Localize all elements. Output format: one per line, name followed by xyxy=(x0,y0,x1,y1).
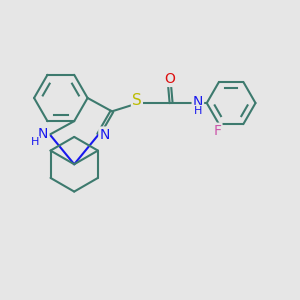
Text: N: N xyxy=(193,95,203,109)
Text: N: N xyxy=(38,127,49,141)
Text: H: H xyxy=(31,137,39,147)
Text: S: S xyxy=(132,93,142,108)
Text: F: F xyxy=(214,124,221,138)
Text: H: H xyxy=(194,106,202,116)
Text: N: N xyxy=(99,128,110,142)
Text: O: O xyxy=(164,72,175,86)
